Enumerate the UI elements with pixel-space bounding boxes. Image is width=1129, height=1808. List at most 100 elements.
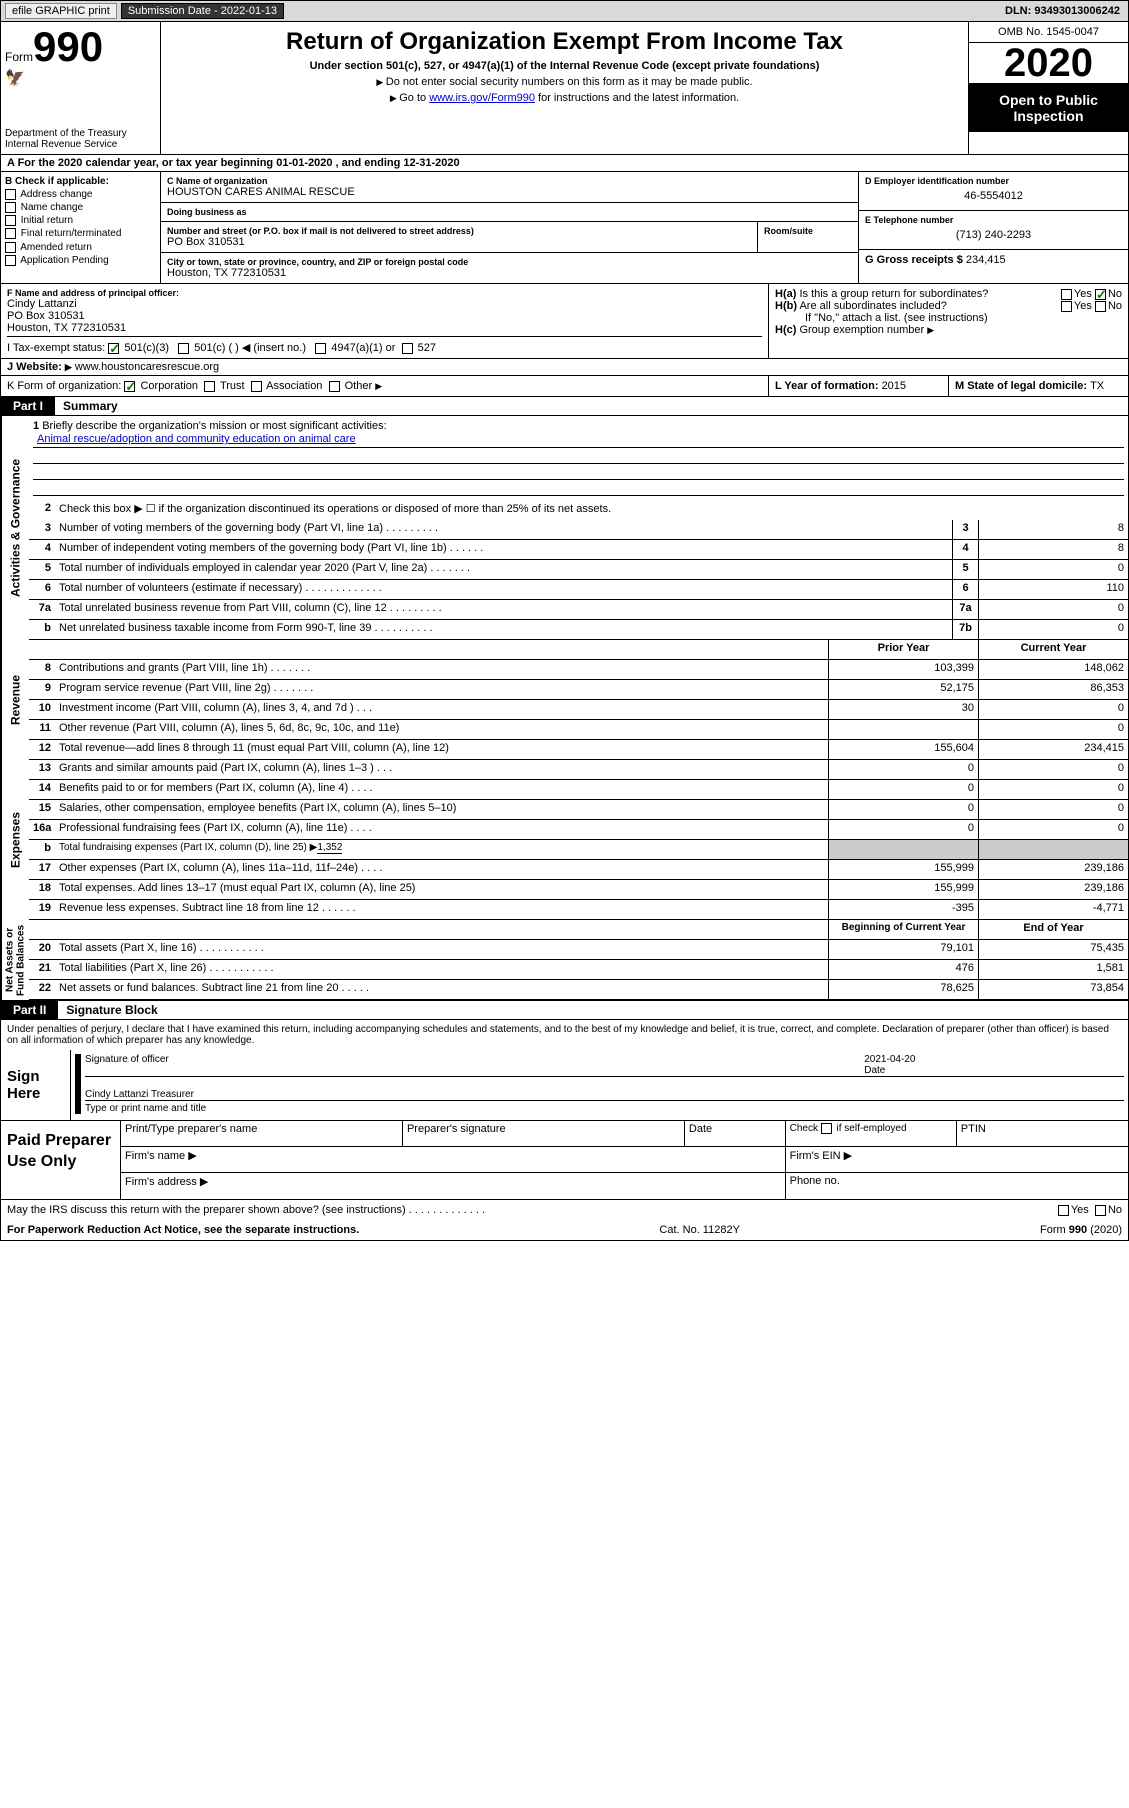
section-f-label: F Name and address of principal officer: xyxy=(7,288,762,298)
line-12: 12Total revenue—add lines 8 through 11 (… xyxy=(29,740,1128,760)
line-a-tax-year: A For the 2020 calendar year, or tax yea… xyxy=(0,155,1129,172)
checkbox-527[interactable] xyxy=(402,343,413,354)
section-m: M State of legal domicile: TX xyxy=(949,376,1128,396)
line-19: 19Revenue less expenses. Subtract line 1… xyxy=(29,900,1128,920)
part2-header: Part II Signature Block xyxy=(0,1001,1129,1020)
side-governance: Activities & Governance xyxy=(1,416,29,640)
discuss-yes[interactable] xyxy=(1058,1205,1069,1216)
submission-date[interactable]: Submission Date - 2022-01-13 xyxy=(121,3,284,19)
instr-ssn: Do not enter social security numbers on … xyxy=(167,76,962,88)
checkbox-501c3[interactable] xyxy=(108,343,119,354)
ha-no[interactable] xyxy=(1095,289,1106,300)
line-16a: 16aProfessional fundraising fees (Part I… xyxy=(29,820,1128,840)
paid-preparer-label: Paid Preparer Use Only xyxy=(1,1121,121,1199)
expenses-section: Expenses 13Grants and similar amounts pa… xyxy=(0,760,1129,920)
form-title: Return of Organization Exempt From Incom… xyxy=(167,28,962,56)
line-b-prior xyxy=(828,840,978,859)
sig-officer-label: Signature of officer xyxy=(85,1054,864,1076)
th-begin: Beginning of Current Year xyxy=(828,920,978,939)
line-7a: 7aTotal unrelated business revenue from … xyxy=(29,600,1128,620)
prep-ptin-label: PTIN xyxy=(957,1121,1128,1146)
section-hb: H(b) Are all subordinates included? Yes … xyxy=(775,300,1122,312)
line-14: 14Benefits paid to or for members (Part … xyxy=(29,780,1128,800)
section-b-label: B Check if applicable: xyxy=(5,176,156,187)
sig-date: 2021-04-20Date xyxy=(864,1054,1124,1076)
th-end: End of Year xyxy=(978,920,1128,939)
k-assoc[interactable] xyxy=(251,381,262,392)
dept-treasury: Department of the Treasury Internal Reve… xyxy=(5,128,156,150)
officer-print-label: Type or print name and title xyxy=(85,1103,1124,1114)
identity-grid: B Check if applicable: Address change Na… xyxy=(0,172,1129,284)
hb-yes[interactable] xyxy=(1061,301,1072,312)
checkbox-final-return-terminated[interactable]: Final return/terminated xyxy=(5,228,156,239)
line-17: 17Other expenses (Part IX, column (A), l… xyxy=(29,860,1128,880)
section-c-city: City or town, state or province, country… xyxy=(161,253,858,283)
th-prior: Prior Year xyxy=(828,640,978,659)
k-trust[interactable] xyxy=(204,381,215,392)
line-10: 10Investment income (Part VIII, column (… xyxy=(29,700,1128,720)
instr-link: Go to www.irs.gov/Form990 for instructio… xyxy=(167,92,962,104)
line-8: 8Contributions and grants (Part VIII, li… xyxy=(29,660,1128,680)
omb-number: OMB No. 1545-0047 xyxy=(969,22,1128,43)
section-c-dba: Doing business as xyxy=(161,203,858,222)
line-b-desc: Total fundraising expenses (Part IX, col… xyxy=(55,840,828,859)
prep-name-label: Print/Type preparer's name xyxy=(121,1121,403,1146)
prep-date-label: Date xyxy=(685,1121,786,1146)
ha-yes[interactable] xyxy=(1061,289,1072,300)
section-c-name: C Name of organization HOUSTON CARES ANI… xyxy=(161,172,858,203)
selfemp-checkbox[interactable] xyxy=(821,1123,832,1134)
firm-addr: Firm's address ▶ xyxy=(121,1173,786,1199)
checkbox-name-change[interactable]: Name change xyxy=(5,202,156,213)
form-header: Form990 🦅 Department of the Treasury Int… xyxy=(0,22,1129,155)
paperwork-notice: For Paperwork Reduction Act Notice, see … xyxy=(7,1224,359,1236)
perjury-text: Under penalties of perjury, I declare th… xyxy=(0,1020,1129,1050)
netassets-section: Net Assets or Fund Balances Beginning of… xyxy=(0,920,1129,1001)
topbar: efile GRAPHIC print Submission Date - 20… xyxy=(0,0,1129,22)
line-b-num: b xyxy=(29,840,55,859)
officer-street: PO Box 310531 xyxy=(7,310,762,322)
section-f-h: F Name and address of principal officer:… xyxy=(0,284,1129,359)
k-other[interactable] xyxy=(329,381,340,392)
checkbox-initial-return[interactable]: Initial return xyxy=(5,215,156,226)
mission-blank2 xyxy=(33,464,1124,480)
checkbox-amended-return[interactable]: Amended return xyxy=(5,242,156,253)
checkbox-4947[interactable] xyxy=(315,343,326,354)
section-i: I Tax-exempt status: 501(c)(3) 501(c) ( … xyxy=(7,336,762,354)
discuss-no[interactable] xyxy=(1095,1205,1106,1216)
line-11: 11Other revenue (Part VIII, column (A), … xyxy=(29,720,1128,740)
section-hb-note: If "No," attach a list. (see instruction… xyxy=(775,312,1122,324)
form-subtitle: Under section 501(c), 527, or 4947(a)(1)… xyxy=(167,60,962,72)
section-l: L Year of formation: 2015 xyxy=(769,376,949,396)
mission-blank1 xyxy=(33,448,1124,464)
checkbox-501c[interactable] xyxy=(178,343,189,354)
line-21: 21Total liabilities (Part X, line 26) . … xyxy=(29,960,1128,980)
governance-section: Activities & Governance 1 Briefly descri… xyxy=(0,416,1129,640)
section-g-gross: G Gross receipts $ 234,415 xyxy=(859,250,1128,270)
section-ha: H(a) Is this a group return for subordin… xyxy=(775,288,1122,300)
revenue-section: Revenue Prior Year Current Year 8Contrib… xyxy=(0,640,1129,760)
sign-here: Sign Here Signature of officer 2021-04-2… xyxy=(0,1050,1129,1121)
section-e-tel: E Telephone number (713) 240-2293 xyxy=(859,211,1128,250)
form-version: Form 990 (2020) xyxy=(1040,1224,1122,1236)
k-corp[interactable] xyxy=(124,381,135,392)
mission-text[interactable]: Animal rescue/adoption and community edu… xyxy=(33,432,1124,448)
line-20: 20Total assets (Part X, line 16) . . . .… xyxy=(29,940,1128,960)
discuss-row: May the IRS discuss this return with the… xyxy=(0,1200,1129,1220)
hb-no[interactable] xyxy=(1095,301,1106,312)
line-15: 15Salaries, other compensation, employee… xyxy=(29,800,1128,820)
firm-phone: Phone no. xyxy=(786,1173,1128,1199)
line-9: 9Program service revenue (Part VIII, lin… xyxy=(29,680,1128,700)
public-inspection: Open to PublicInspection xyxy=(969,84,1128,132)
firm-ein: Firm's EIN ▶ xyxy=(786,1147,1128,1172)
line-3: 3Number of voting members of the governi… xyxy=(29,520,1128,540)
prep-selfemp: Check if self-employed xyxy=(786,1121,957,1146)
efile-graphic-print[interactable]: efile GRAPHIC print xyxy=(5,3,117,19)
th-current: Current Year xyxy=(978,640,1128,659)
section-klm: K Form of organization: Corporation Trus… xyxy=(0,376,1129,397)
line-5: 5Total number of individuals employed in… xyxy=(29,560,1128,580)
irs-gov-link[interactable]: www.irs.gov/Form990 xyxy=(429,92,535,104)
checkbox-address-change[interactable]: Address change xyxy=(5,189,156,200)
section-c-street: Number and street (or P.O. box if mail i… xyxy=(161,222,858,253)
line2-num: 2 xyxy=(29,500,55,520)
checkbox-application-pending[interactable]: Application Pending xyxy=(5,255,156,266)
